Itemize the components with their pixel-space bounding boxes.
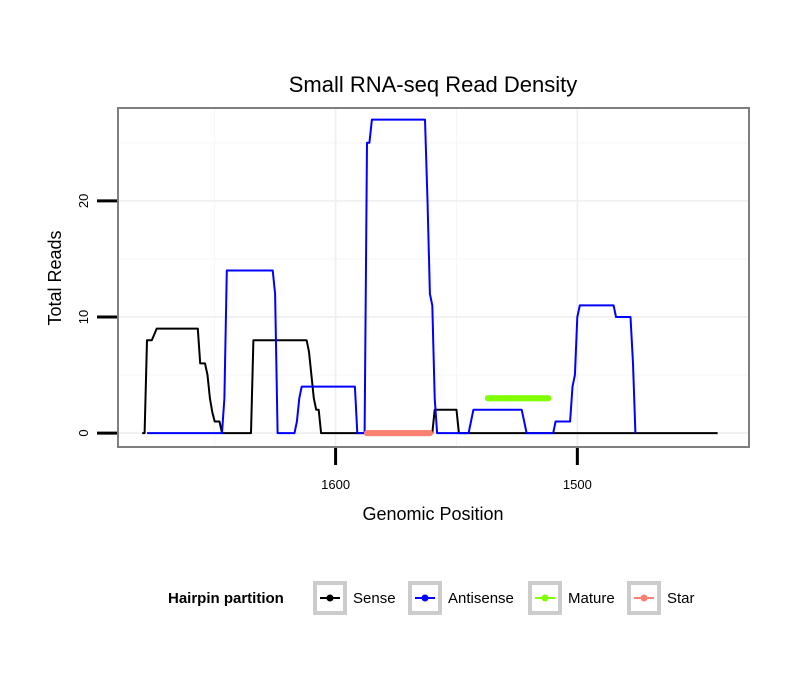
x-tick-label: 1500 <box>563 477 592 492</box>
legend: Hairpin partition Sense Antisense Mature St… <box>168 581 695 615</box>
legend-label-sense: Sense <box>353 590 396 607</box>
series-point-mature <box>545 395 552 402</box>
x-axis-title: Genomic Position <box>362 504 503 524</box>
y-axis-title: Total Reads <box>45 230 65 325</box>
chart-title: Small RNA-seq Read Density <box>289 72 578 97</box>
y-tick-label: 20 <box>76 194 91 208</box>
x-axis-ticks: 1600 1500 <box>321 448 592 492</box>
legend-item-sense: Sense <box>313 581 396 615</box>
legend-title: Hairpin partition <box>168 590 284 607</box>
series-point-star <box>426 430 433 437</box>
legend-item-antisense: Antisense <box>408 581 514 615</box>
plot-panel-border <box>117 107 750 448</box>
series-layer <box>142 118 718 437</box>
legend-key-point <box>421 594 429 602</box>
legend-item-mature: Mature <box>528 581 615 615</box>
legend-key-point <box>541 594 549 602</box>
legend-key-point <box>326 594 334 602</box>
legend-key-point <box>640 594 648 602</box>
y-tick-label: 10 <box>76 310 91 324</box>
x-tick-label: 1600 <box>321 477 350 492</box>
y-tick-label: 0 <box>76 429 91 436</box>
legend-label-mature: Mature <box>568 590 615 607</box>
legend-label-antisense: Antisense <box>448 590 514 607</box>
series-line-antisense <box>147 118 637 435</box>
legend-label-star: Star <box>667 590 695 607</box>
legend-item-star: Star <box>627 581 695 615</box>
y-axis-ticks: 0 10 20 <box>76 194 117 437</box>
